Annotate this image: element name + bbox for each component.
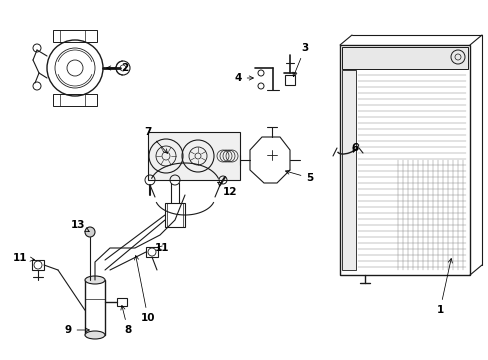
Text: 6: 6 bbox=[351, 143, 358, 153]
Bar bbox=[53, 94, 97, 106]
Text: 5: 5 bbox=[285, 170, 313, 183]
Bar bbox=[148, 132, 240, 180]
Bar bbox=[339, 45, 469, 275]
Bar bbox=[285, 75, 294, 85]
Bar bbox=[146, 247, 158, 257]
Text: 3: 3 bbox=[292, 43, 308, 77]
Bar bbox=[164, 203, 184, 227]
Bar bbox=[117, 298, 127, 306]
Bar bbox=[341, 47, 467, 69]
Text: 2: 2 bbox=[106, 63, 128, 73]
Text: 8: 8 bbox=[121, 306, 131, 335]
Bar bbox=[341, 70, 355, 270]
Circle shape bbox=[85, 227, 95, 237]
Text: 1: 1 bbox=[435, 258, 451, 315]
Ellipse shape bbox=[85, 331, 105, 339]
Text: 12: 12 bbox=[217, 182, 237, 197]
Text: 9: 9 bbox=[64, 325, 89, 335]
Text: 13: 13 bbox=[71, 220, 89, 231]
Text: 7: 7 bbox=[144, 127, 167, 153]
Bar bbox=[85, 280, 105, 335]
Text: 10: 10 bbox=[134, 256, 155, 323]
Text: 11: 11 bbox=[13, 253, 34, 263]
Bar bbox=[53, 30, 97, 42]
Text: 4: 4 bbox=[234, 73, 253, 83]
Bar bbox=[32, 260, 44, 270]
Ellipse shape bbox=[85, 276, 105, 284]
Text: 11: 11 bbox=[154, 243, 169, 253]
